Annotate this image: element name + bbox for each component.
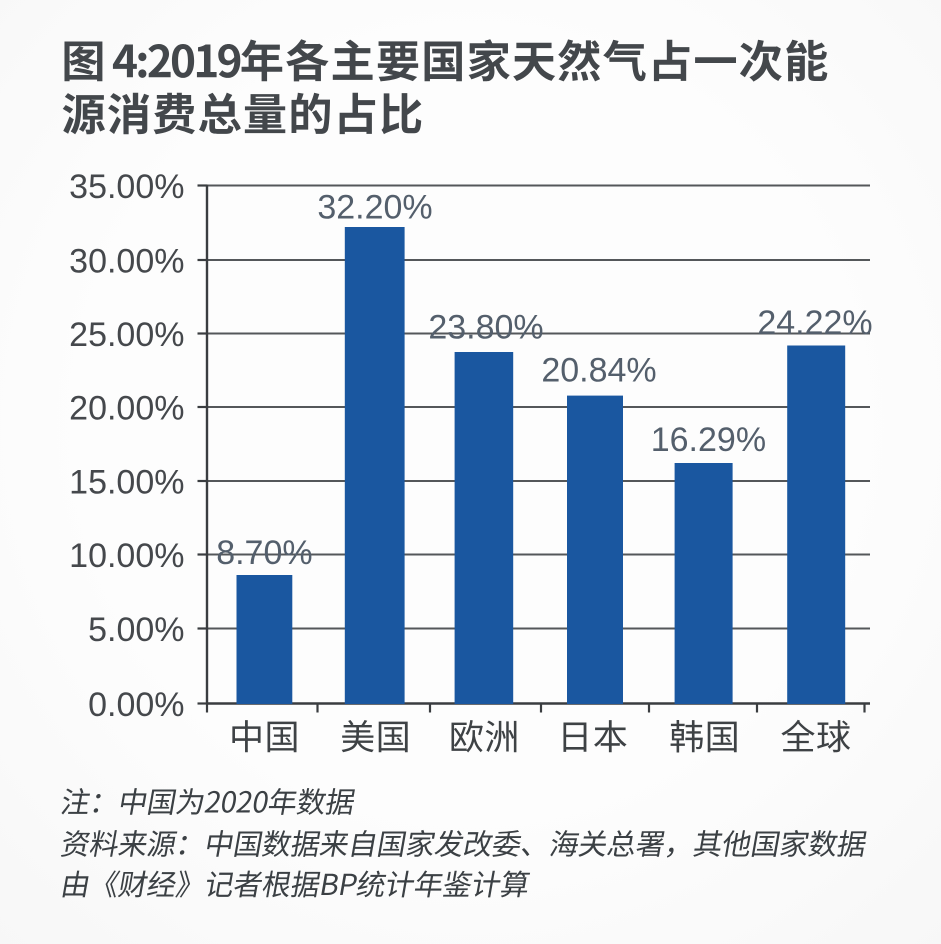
svg-text:20.00%: 20.00%	[69, 389, 184, 427]
svg-text:35.00%: 35.00%	[69, 168, 184, 206]
svg-text:20.84%: 20.84%	[541, 352, 656, 390]
svg-text:23.80%: 23.80%	[428, 309, 543, 347]
svg-text:8.70%: 8.70%	[216, 534, 312, 572]
svg-text:10.00%: 10.00%	[69, 537, 184, 575]
svg-text:16.29%: 16.29%	[651, 421, 766, 459]
svg-text:5.00%: 5.00%	[88, 611, 184, 649]
svg-text:0.00%: 0.00%	[88, 686, 184, 724]
svg-text:24.22%: 24.22%	[757, 304, 872, 342]
svg-text:30.00%: 30.00%	[69, 242, 184, 280]
svg-text:25.00%: 25.00%	[69, 316, 184, 354]
svg-text:15.00%: 15.00%	[69, 463, 184, 501]
svg-text:32.20%: 32.20%	[317, 189, 432, 227]
